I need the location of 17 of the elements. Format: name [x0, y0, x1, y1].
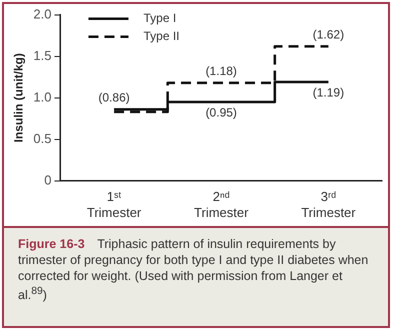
x-tick-label: 3ʳᵈ Trimester	[301, 189, 356, 220]
x-tick-label: 1ˢᵗ Trimester	[86, 189, 142, 220]
legend-label: Type II	[143, 29, 180, 44]
y-tick-label: 0.5	[33, 130, 52, 146]
y-axis-title: Insulin (unit/kg)	[12, 53, 26, 142]
x-tick-label: 2ⁿᵈ Trimester	[194, 189, 250, 220]
y-tick-label: 1.0	[33, 89, 52, 104]
y-tick-label: 1.5	[33, 48, 52, 63]
data-label: (1.18)	[206, 64, 237, 78]
legend-label: Type I	[143, 11, 176, 26]
data-label: (1.62)	[312, 28, 344, 42]
data-label: (1.19)	[312, 85, 344, 100]
y-tick-label: 0	[44, 172, 52, 188]
caption: Figure 16-3 Triphasic pattern of insulin requirements by trimester of pregnancy for both type I and type II diabetes when corrected for weight. (Used with permission from Langer et al.$^{89}$)	[18, 237, 368, 302]
data-label: (0.95)	[206, 105, 237, 120]
data-label: (0.86)	[98, 90, 130, 105]
y-tick-label: 2.0	[33, 6, 52, 22]
